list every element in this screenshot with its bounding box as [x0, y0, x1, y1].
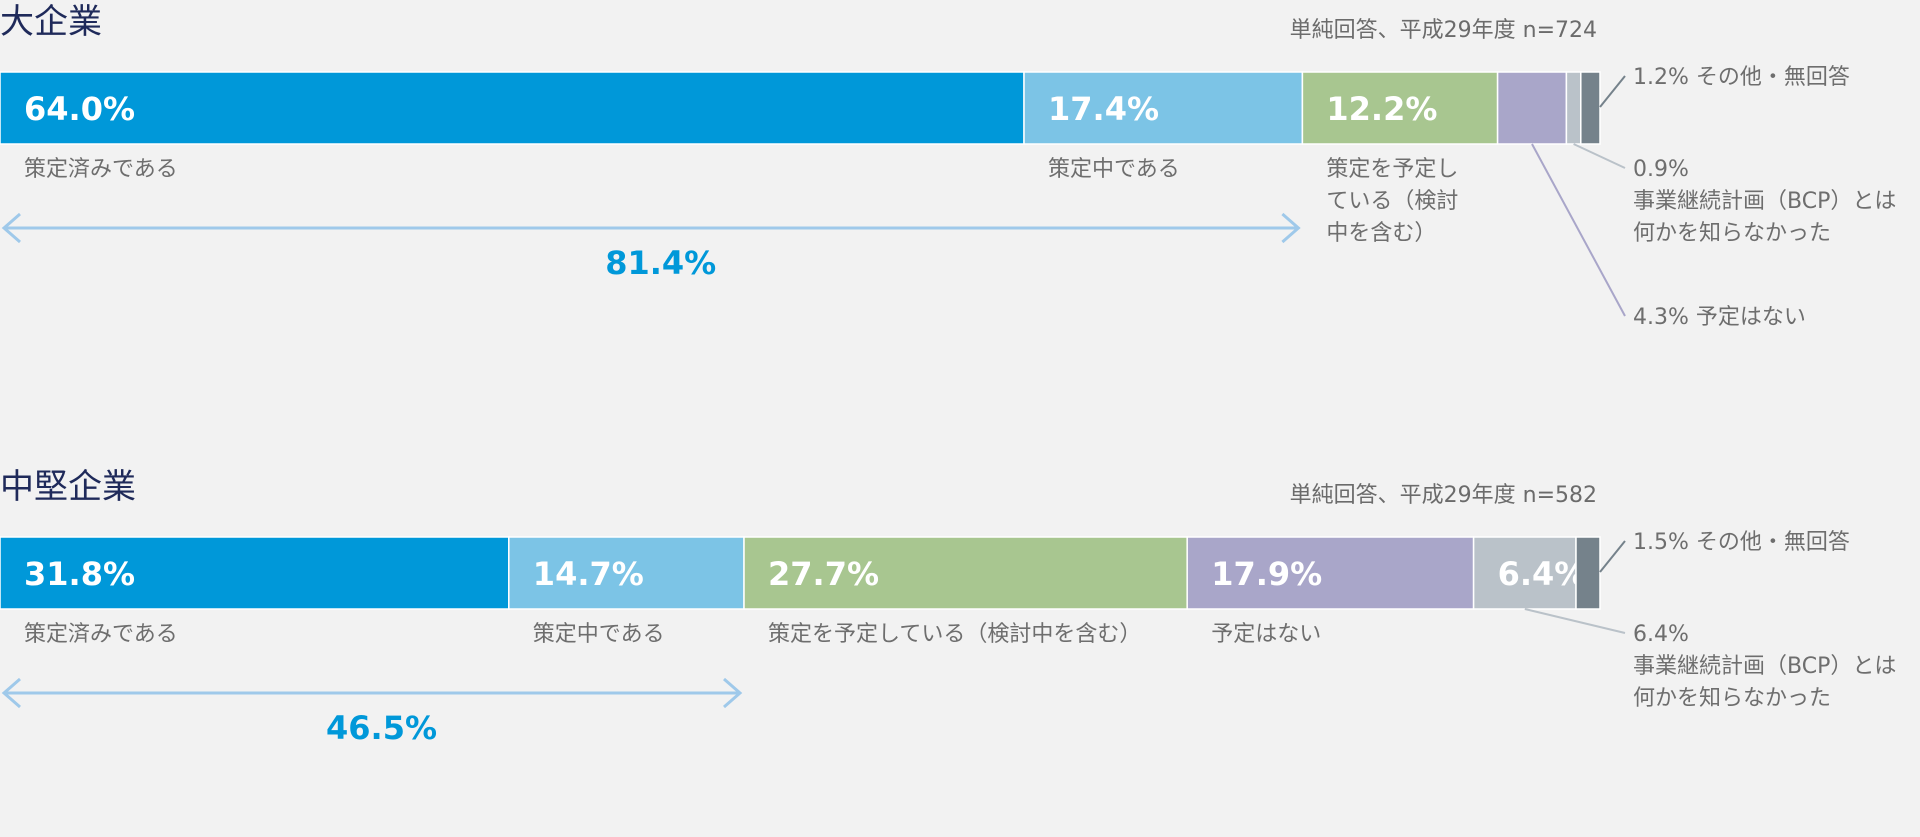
bracket-label: 81.4%: [605, 244, 716, 282]
value-label: 27.7%: [768, 555, 879, 593]
leader-line: [1531, 143, 1626, 317]
callout-label: 事業継続計画（BCP）とは: [1633, 189, 1896, 214]
chart-midsize-companies: 中堅企業 単純回答、平成29年度 n=582 31.8% 14.7% 27.7% 17…: [0, 465, 1920, 837]
chart-note: 単純回答、平成29年度 n=724: [1289, 18, 1597, 43]
category-label: 予定はない: [1211, 622, 1321, 647]
value-label: 6.4%: [1498, 555, 1587, 593]
bracket-arrow-left: [1, 677, 21, 709]
leader-line: [1524, 608, 1626, 634]
leader-line: [1599, 540, 1626, 573]
chart-note: 単純回答、平成29年度 n=582: [1289, 483, 1597, 508]
bar-segment: [1472, 536, 1577, 610]
chart-large-companies: 大企業 単純回答、平成29年度 n=724 64.0% 17.4% 12.2% 策定済…: [0, 0, 1920, 372]
category-label: ている（検討: [1326, 189, 1458, 214]
category-label: 中を含む）: [1326, 221, 1436, 246]
callout-label: 1.5% その他・無回答: [1633, 530, 1850, 555]
category-label: 策定中である: [533, 622, 665, 647]
value-label: 64.0%: [24, 90, 135, 128]
bracket-arrow-right: [723, 677, 743, 709]
bar-segment: [508, 536, 745, 610]
bar-segment: [1580, 71, 1601, 145]
chart-title: 中堅企業: [0, 467, 136, 507]
stacked-bar-plot: 31.8% 14.7% 27.7% 17.9% 6.4% 策定済みである 策定中である 策定を…: [0, 530, 1896, 747]
bar-segment: [0, 536, 510, 610]
category-label: 策定済みである: [24, 622, 178, 647]
bracket-arrow-right: [1281, 212, 1301, 244]
category-label: 策定中である: [1048, 157, 1180, 182]
callout-label: 何かを知らなかった: [1633, 686, 1831, 711]
callout-label: 0.9%: [1633, 157, 1689, 182]
bar-segment: [1023, 71, 1304, 145]
value-label: 14.7%: [533, 555, 644, 593]
callout-label: 6.4%: [1633, 622, 1689, 647]
callout-label: 何かを知らなかった: [1633, 221, 1831, 246]
bracket-label: 46.5%: [326, 709, 437, 747]
value-label: 12.2%: [1326, 90, 1437, 128]
bar-segment: [0, 71, 1025, 145]
leader-line: [1573, 143, 1626, 169]
callout-label: 1.2% その他・無回答: [1633, 65, 1850, 90]
value-label: 17.4%: [1048, 90, 1159, 128]
bar-segment: [1186, 536, 1475, 610]
chart-title: 大企業: [0, 2, 102, 42]
bracket-arrow-left: [1, 212, 21, 244]
bar-segment: [1575, 536, 1601, 610]
callout-label: 4.3% 予定はない: [1633, 305, 1806, 330]
category-label: 策定を予定している（検討中を含む）: [768, 622, 1141, 647]
bar-segment: [1496, 71, 1568, 145]
category-label: 策定を予定し: [1326, 157, 1458, 182]
value-label: 17.9%: [1211, 555, 1322, 593]
bar-segment: [743, 536, 1188, 610]
stacked-bar-plot: 64.0% 17.4% 12.2% 策定済みである 策定中である 策定を予定している（検討…: [0, 65, 1896, 330]
value-label: 31.8%: [24, 555, 135, 593]
leader-line: [1599, 75, 1626, 108]
bar-segment: [1565, 71, 1582, 145]
category-label: 策定済みである: [24, 157, 178, 182]
callout-label: 事業継続計画（BCP）とは: [1633, 654, 1896, 679]
